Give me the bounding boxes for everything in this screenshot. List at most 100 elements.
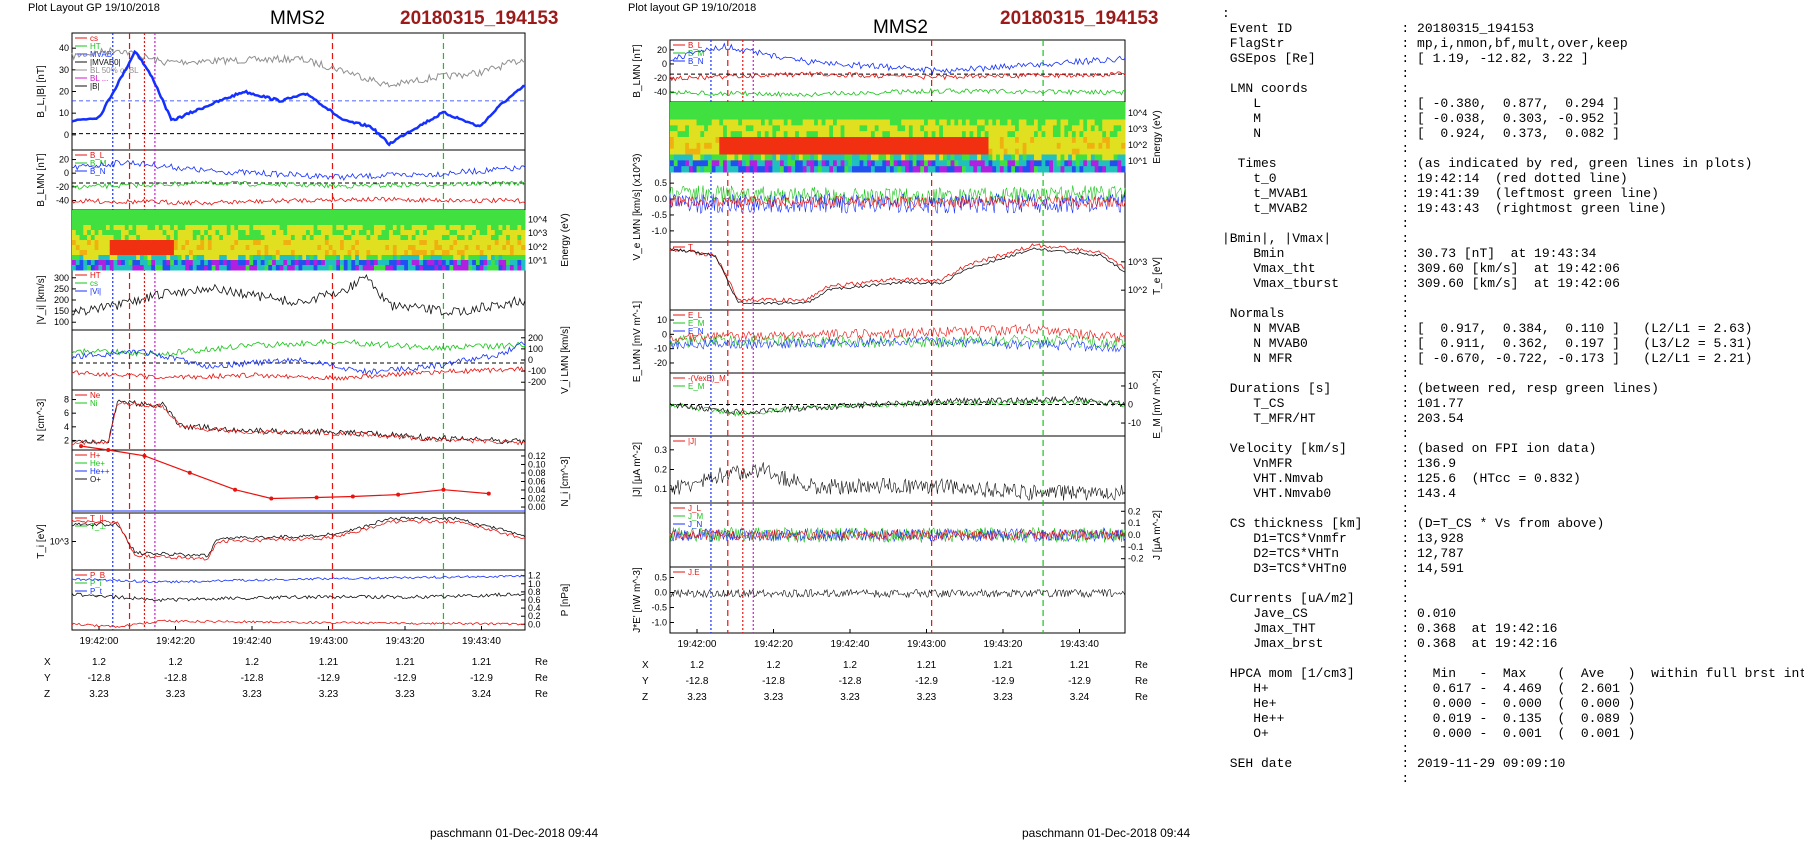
ion-spectrogram-cell — [223, 230, 228, 236]
electron-spectrogram-cell — [670, 102, 675, 109]
ion-spectrogram-cell — [313, 235, 318, 241]
ion-spectrogram-cell — [419, 245, 424, 251]
position-value: 1.2 — [92, 657, 106, 668]
ion-spectrogram-cell — [502, 260, 507, 266]
ion-spectrogram-cell — [105, 235, 111, 241]
ion-spectrogram-cell — [245, 250, 250, 256]
electron-spectrogram-cell — [916, 119, 921, 126]
ion-spectrogram-cell — [521, 265, 526, 271]
electron-spectrogram-cell — [798, 113, 804, 120]
ion-spectrogram-cell — [230, 255, 235, 261]
electron-spectrogram-cell — [1022, 160, 1027, 167]
ion-spectrogram-cell — [105, 260, 111, 266]
electron-spectrogram-cell — [992, 160, 997, 167]
electron-spectrogram-cell — [1018, 160, 1024, 167]
electron-spectrogram-cell — [1064, 148, 1069, 155]
ion-spectrogram-cell — [343, 215, 349, 221]
ion-spectrogram-cell — [87, 240, 92, 246]
ion-spectrogram-cell — [109, 250, 115, 256]
ion-spectrogram-cell — [464, 230, 469, 236]
electron-spectrogram-cell — [704, 125, 709, 132]
electron-spectrogram-cell — [791, 142, 796, 150]
electron-spectrogram-cell — [768, 107, 773, 115]
ion-spectrogram-cell — [336, 220, 341, 226]
ion-spectrogram-cell — [189, 225, 194, 231]
electron-spectrogram-cell — [696, 154, 701, 161]
electron-spectrogram-cell — [882, 102, 887, 109]
electron-spectrogram-cell — [958, 160, 963, 167]
ion-spectrogram-cell — [290, 215, 296, 221]
electron-spectrogram-cell — [999, 148, 1005, 155]
ion-spectrogram-cell — [498, 215, 503, 221]
electron-spectrogram-cell — [924, 148, 929, 155]
ion-spectrogram-cell — [313, 215, 318, 221]
ion-spectrogram-cell — [389, 235, 394, 241]
electron-spectrogram-cell — [734, 137, 739, 144]
ion-spectrogram-cell — [90, 215, 96, 221]
ion-spectrogram-cell — [426, 230, 432, 236]
ion-spectrogram-cell — [162, 230, 167, 236]
ion-spectrogram-cell — [196, 230, 201, 236]
ion-spectrogram-cell — [238, 230, 243, 236]
ytick-label: 20 — [59, 155, 69, 165]
ion-spectrogram-cell — [283, 210, 288, 216]
ion-spectrogram-cell — [94, 210, 99, 216]
ion-spectrogram-cell — [441, 210, 447, 216]
ion-spectrogram-cell — [362, 230, 367, 236]
electron-spectrogram-cell — [1106, 160, 1111, 167]
electron-spectrogram-cell — [806, 102, 811, 109]
electron-spectrogram-cell — [829, 137, 834, 144]
electron-spectrogram-cell — [905, 148, 910, 155]
electron-spectrogram-cell — [681, 148, 686, 155]
ion-spectrogram-cell — [83, 260, 88, 266]
electron-spectrogram-cell — [764, 137, 770, 144]
ion-spectrogram-cell — [460, 250, 466, 256]
electron-spectrogram-cell — [901, 125, 906, 132]
ion-spectrogram-cell — [381, 265, 386, 271]
electron-spectrogram-cell — [886, 148, 891, 155]
ytick-label: 0.2 — [528, 611, 541, 621]
electron-spectrogram-cell — [829, 113, 834, 120]
electron-spectrogram-cell — [726, 125, 732, 132]
ion-spectrogram-cell — [449, 230, 454, 236]
electron-spectrogram-cell — [704, 119, 709, 126]
electron-spectrogram-cell — [1117, 160, 1122, 167]
electron-spectrogram-cell — [791, 107, 796, 115]
ion-spectrogram-cell — [98, 220, 103, 226]
position-row-label: X — [44, 657, 51, 668]
ion-spectrogram-cell — [98, 260, 103, 266]
ion-spectrogram-cell — [491, 265, 496, 271]
ion-spectrogram-cell — [268, 260, 273, 266]
ion-spectrogram-cell — [498, 225, 503, 231]
ion-spectrogram-cell — [189, 260, 194, 266]
ion-spectrogram-cell — [506, 210, 511, 216]
electron-spectrogram-cell — [726, 142, 732, 150]
electron-spectrogram-cell — [1102, 166, 1107, 173]
ion-spectrogram-cell — [105, 245, 111, 251]
electron-spectrogram-cell — [969, 166, 974, 173]
electron-spectrogram-cell — [817, 119, 823, 126]
data-point-h-plus — [314, 495, 319, 500]
electron-spectrogram-cell — [1052, 107, 1058, 115]
electron-spectrogram-cell — [996, 102, 1001, 109]
electron-spectrogram-cell — [1003, 154, 1008, 161]
ion-spectrogram-cell — [521, 260, 526, 266]
electron-spectrogram-cell — [946, 142, 952, 150]
ion-spectrogram-cell — [279, 245, 284, 251]
ion-spectrogram-cell — [139, 230, 145, 236]
ion-spectrogram-cell — [407, 250, 413, 256]
ion-spectrogram-cell — [392, 225, 398, 231]
ion-spectrogram-cell — [411, 255, 417, 261]
ion-spectrogram-cell — [400, 235, 405, 241]
electron-spectrogram-cell — [692, 160, 698, 167]
electron-spectrogram-cell — [1075, 107, 1080, 115]
ion-spectrogram-cell — [117, 210, 122, 216]
ion-spectrogram-cell — [215, 255, 220, 261]
ion-spectrogram-cell — [117, 265, 122, 271]
electron-spectrogram-cell — [1106, 154, 1111, 161]
ion-spectrogram-cell — [385, 245, 390, 251]
ion-spectrogram-cell — [389, 220, 394, 226]
ion-spectrogram-cell — [506, 240, 511, 246]
electron-spectrogram-cell — [1079, 166, 1084, 173]
ion-spectrogram-cell — [162, 240, 167, 246]
